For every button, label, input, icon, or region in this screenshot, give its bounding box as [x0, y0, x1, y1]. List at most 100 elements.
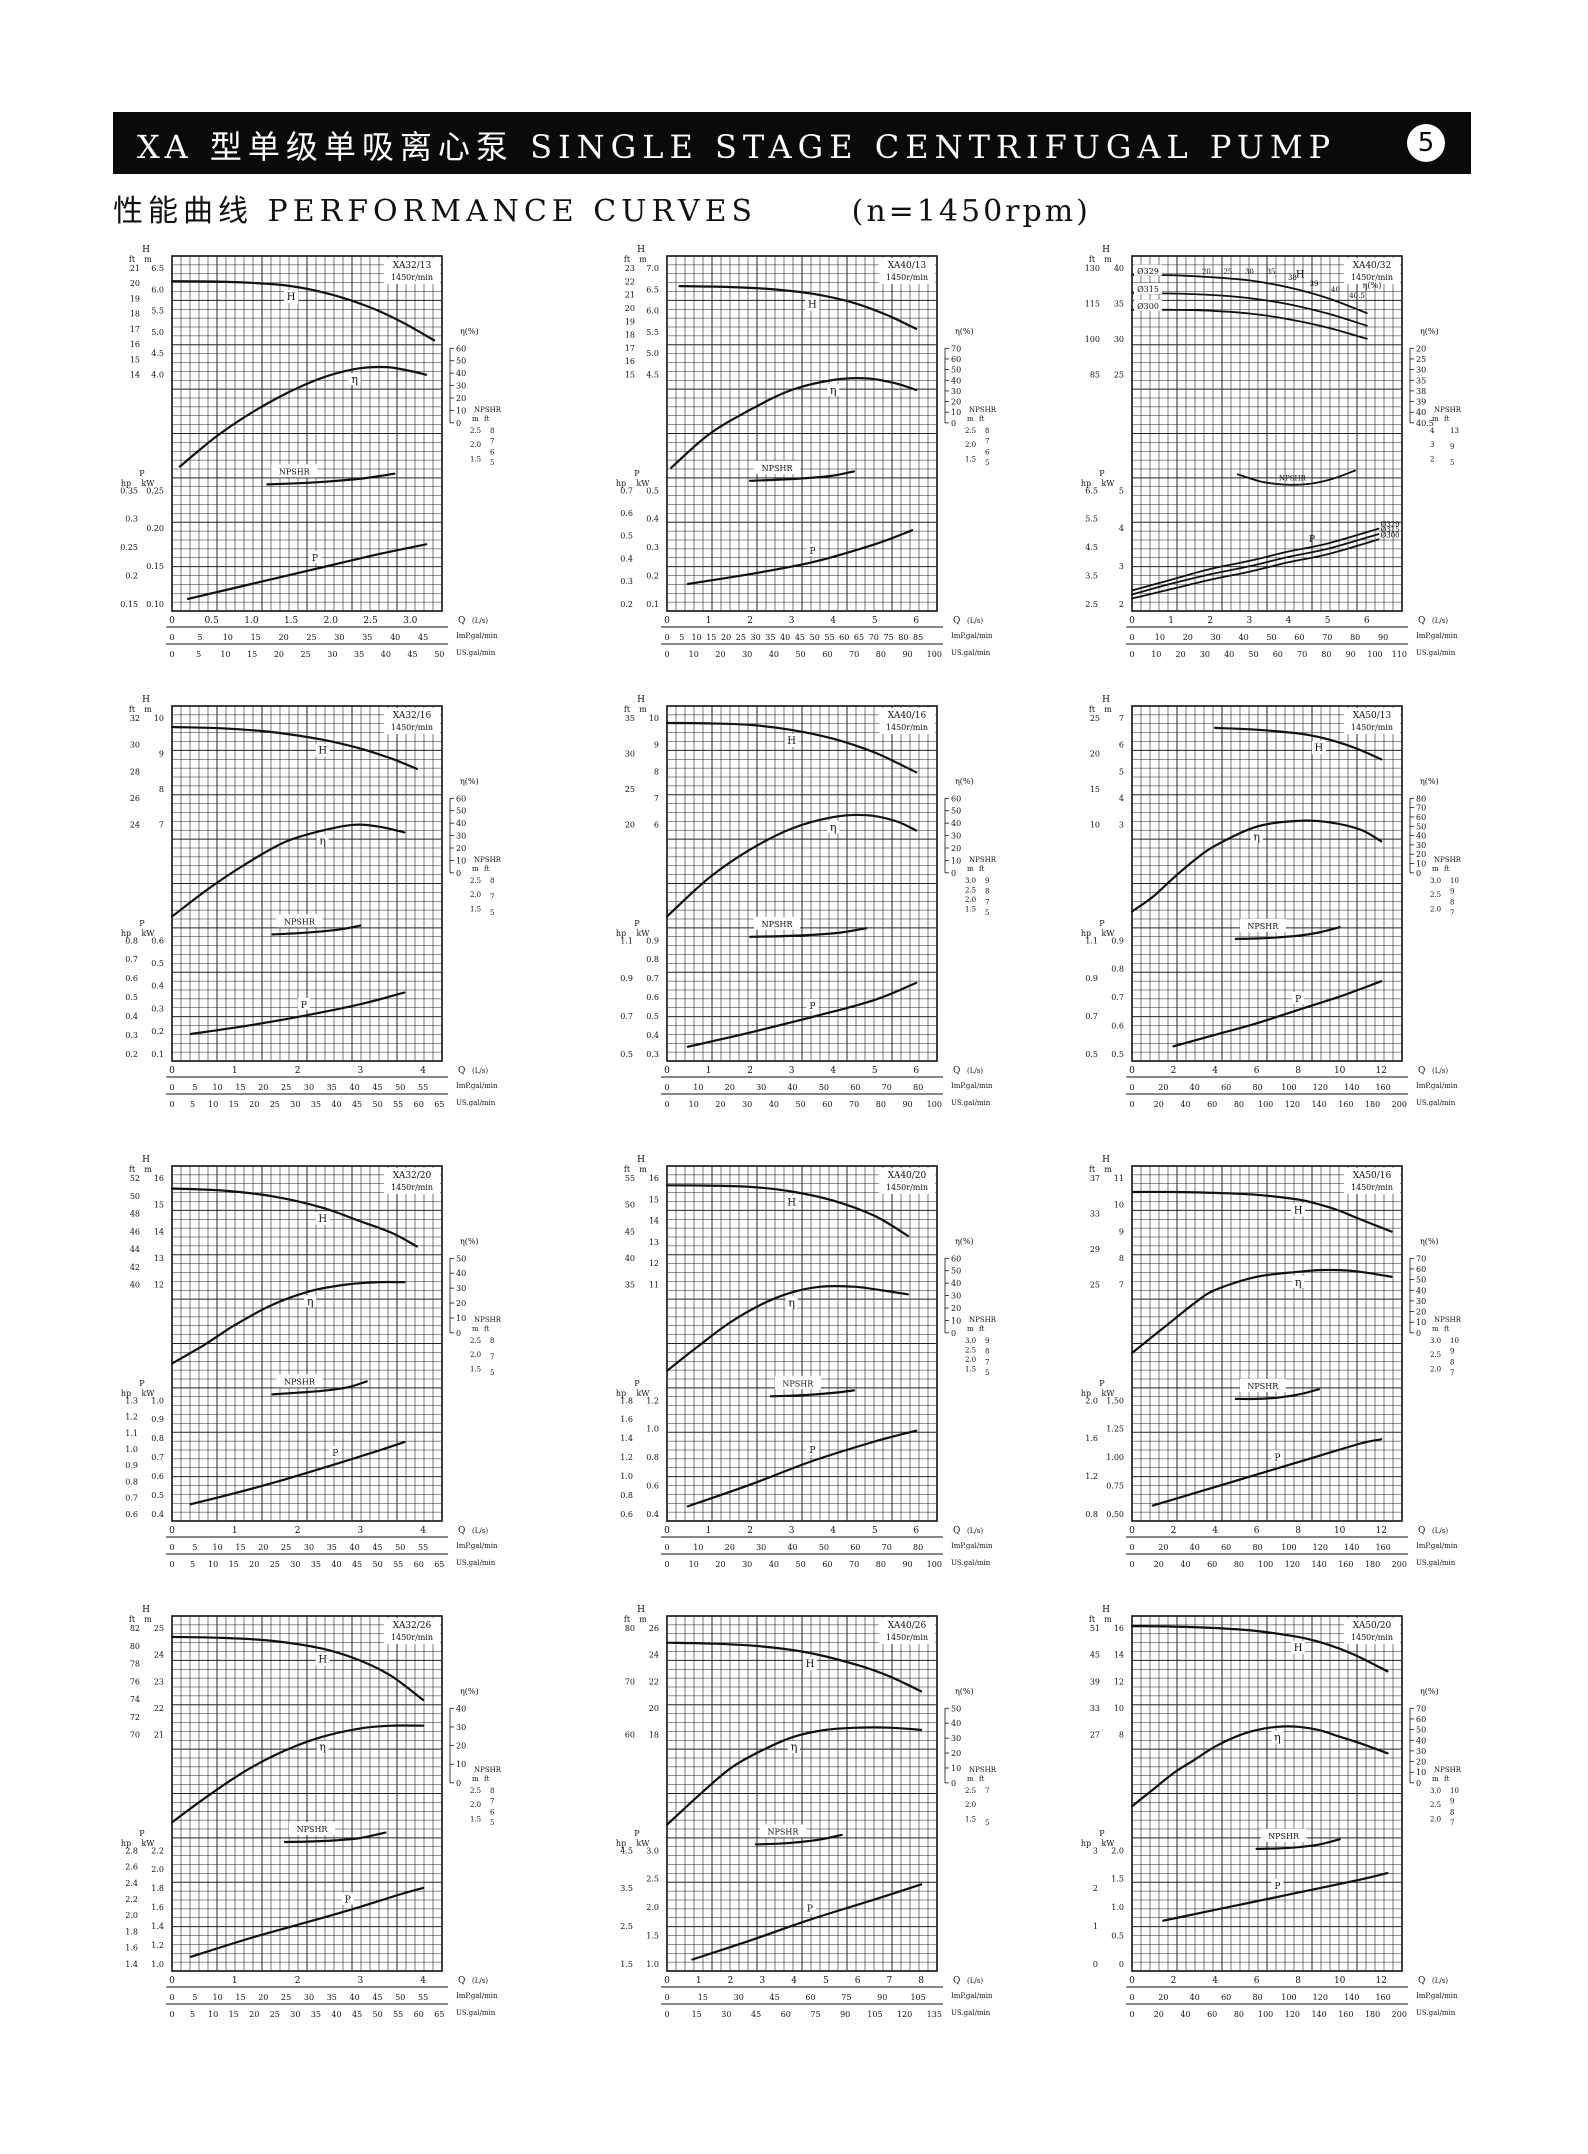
- axis-npsh-m-tick: 2.0: [470, 441, 481, 449]
- axis-eff-tick: 30: [456, 832, 466, 841]
- axis-p-kw-tick: 0.8: [151, 1434, 164, 1443]
- axis-npsh-m-unit: m: [967, 865, 974, 873]
- axis-q-tick: 4: [830, 1066, 836, 1076]
- axis-npsh-label: NPSHR: [474, 856, 502, 864]
- axis-q-symbol: Q: [953, 616, 960, 626]
- axis-h-ft-tick: 72: [130, 1713, 140, 1722]
- axis-eff-label: η(%): [1420, 1237, 1439, 1246]
- label-h-bg: [315, 1652, 330, 1666]
- axis-q-tick: 2: [1171, 1976, 1177, 1986]
- axis-us-tick: 30: [290, 1100, 300, 1109]
- axis-eff-tick: 30: [951, 387, 961, 396]
- label-p-bg: [803, 1901, 816, 1914]
- axis-imp-tick: 50: [395, 1993, 405, 2002]
- iso-eff-tick: 35: [1266, 268, 1275, 276]
- axis-eff-tick: 0: [951, 419, 956, 428]
- curve-head: [665, 1641, 923, 1693]
- axis-h-m-tick: 25: [1114, 371, 1124, 380]
- axis-eff-label: η(%): [460, 777, 479, 786]
- axis-p-hp-tick: 1.1: [125, 1429, 138, 1438]
- axis-q-tick: 1.5: [284, 616, 299, 626]
- axis-q-symbol: Q: [458, 1526, 465, 1536]
- axis-h-symbol: H: [142, 695, 150, 705]
- axis-h-m-unit: m: [1104, 255, 1112, 264]
- axis-p-kw-tick: 0: [1119, 1960, 1124, 1969]
- axis-us-unit: US.gal/min: [1416, 649, 1456, 657]
- axis-npsh-ft-tick: 7: [1450, 1369, 1454, 1377]
- curve-label-npsh: NPSHR: [284, 1377, 316, 1386]
- axis-imp-tick: 20: [721, 633, 731, 642]
- axis-q-symbol: Q: [458, 616, 465, 626]
- axis-h-ft-tick: 17: [130, 325, 140, 334]
- curve-power: [189, 991, 406, 1036]
- axis-npsh-m-tick: 2.0: [965, 1356, 976, 1364]
- axis-us-tick: 0: [664, 1560, 669, 1569]
- axis-h-ft-tick: 20: [1090, 750, 1100, 759]
- header-banner: XA 型单级单吸离心泵 SINGLE STAGE CENTRIFUGAL PUM…: [113, 112, 1471, 174]
- axis-q-tick: 2: [728, 1976, 734, 1986]
- axis-q-tick: 0: [169, 616, 175, 626]
- axis-h-m-tick: 4.5: [151, 349, 164, 358]
- axis-imp-tick: 35: [362, 633, 372, 642]
- axis-us-tick: 120: [1285, 2010, 1300, 2019]
- axis-npsh-ft-tick: 9: [1450, 443, 1454, 451]
- axis-h-m-tick: 16: [154, 1174, 164, 1183]
- axis-imp-tick: 45: [418, 633, 428, 642]
- axis-h-ft-tick: 85: [1090, 371, 1100, 380]
- axis-h-m-tick: 22: [649, 1677, 659, 1686]
- axis-us-tick: 0: [664, 2010, 669, 2019]
- axis-imp-tick: 55: [418, 1083, 428, 1092]
- axis-us-tick: 110: [1392, 650, 1407, 659]
- axis-imp-tick: 20: [1158, 1083, 1168, 1092]
- axis-eff-tick: 25: [1416, 355, 1426, 364]
- axis-us-tick: 20: [249, 1100, 259, 1109]
- axis-p-hp-tick: 3.5: [620, 1884, 633, 1893]
- axis-h-ft-tick: 45: [625, 1227, 635, 1236]
- axis-imp-tick: 20: [258, 1083, 268, 1092]
- axis-imp-tick: 35: [327, 1083, 337, 1092]
- axis-us-unit: US.gal/min: [1416, 2009, 1456, 2017]
- axis-imp-tick: 10: [693, 1543, 703, 1552]
- axis-p-hp-tick: 2.5: [620, 1922, 633, 1931]
- axis-h-ft-tick: 42: [130, 1263, 140, 1272]
- axis-us-tick: 0: [1129, 1100, 1134, 1109]
- axis-npsh-m-tick: 1.5: [965, 455, 976, 463]
- label-eff-bg: [348, 373, 361, 386]
- axis-p-kw-tick: 0.8: [646, 1453, 659, 1462]
- axis-npsh-ft-tick: 6: [490, 1808, 495, 1816]
- axis-h-m-tick: 11: [649, 1281, 659, 1290]
- axis-eff-label: η(%): [460, 1237, 479, 1246]
- axis-eff-label: η(%): [955, 1687, 974, 1696]
- axis-h-ft-tick: 16: [130, 340, 140, 349]
- axis-us-tick: 50: [796, 1560, 806, 1569]
- label-p-bg: [341, 1892, 354, 1905]
- label-npsh-bg: [754, 460, 801, 474]
- axis-us-tick: 20: [715, 650, 725, 659]
- axis-p-hp-tick: 0.35: [120, 486, 138, 495]
- curve-power: [186, 543, 428, 600]
- axis-npsh-ft-tick: 5: [490, 909, 494, 917]
- axis-q-tick: 6: [913, 1526, 919, 1536]
- axis-us-unit: US.gal/min: [951, 649, 991, 657]
- axis-p-kw-tick: 1.0: [646, 1425, 659, 1434]
- axis-us-tick: 15: [229, 1560, 239, 1569]
- axis-eff-tick: 20: [456, 844, 466, 853]
- axis-us-tick: 10: [689, 1560, 699, 1569]
- axis-npsh-ft-tick: 10: [1450, 1337, 1459, 1345]
- curve-label-p: P: [332, 1449, 338, 1459]
- axis-us-tick: 55: [393, 1100, 403, 1109]
- axis-q-tick: 2: [295, 1976, 301, 1986]
- axis-us-tick: 10: [1151, 650, 1161, 659]
- axis-us-tick: 70: [849, 1560, 859, 1569]
- axis-p-kw-tick: 4: [1119, 524, 1124, 533]
- curve-power-0: [1131, 527, 1380, 592]
- axis-p-hp-tick: 0.7: [1085, 1012, 1098, 1021]
- label-eff-bg: [1292, 1275, 1305, 1288]
- axis-h-ft-tick: 50: [130, 1192, 140, 1201]
- title-box: [384, 1168, 440, 1194]
- axis-npsh-ft-tick: 8: [1450, 1808, 1454, 1816]
